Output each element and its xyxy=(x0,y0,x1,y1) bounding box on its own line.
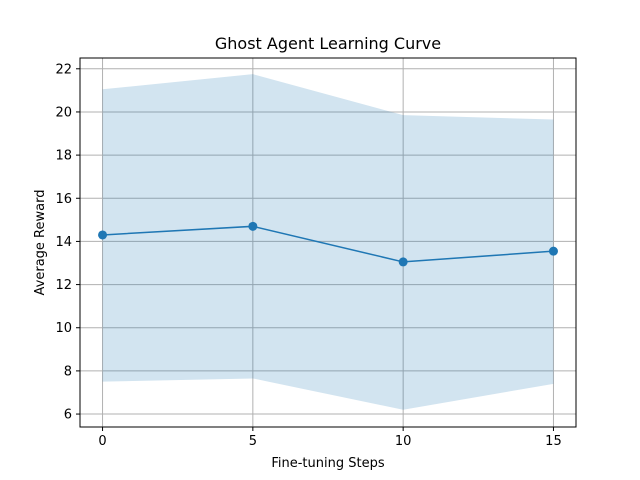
y-tick-label: 20 xyxy=(55,105,72,120)
data-point xyxy=(548,246,558,256)
data-point xyxy=(248,221,258,231)
y-tick-label: 6 xyxy=(64,408,72,423)
data-point xyxy=(98,230,108,240)
x-tick-label: 10 xyxy=(395,434,412,449)
y-tick-label: 12 xyxy=(55,278,72,293)
x-tick-label: 15 xyxy=(545,434,562,449)
series-line xyxy=(102,225,554,263)
x-axis-label: Fine-tuning Steps xyxy=(271,456,384,471)
confidence-band-group xyxy=(102,74,554,410)
x-tick-label: 0 xyxy=(98,434,106,449)
chart-title: Ghost Agent Learning Curve xyxy=(215,34,441,53)
y-axis-ticks: 6 8 10 12 14 16 18 20 22 xyxy=(55,62,80,423)
y-tick-label: 8 xyxy=(64,364,72,379)
y-tick-label: 18 xyxy=(55,149,72,164)
y-tick-label: 14 xyxy=(55,235,72,250)
y-tick-label: 22 xyxy=(55,62,72,77)
series-group xyxy=(98,221,558,267)
confidence-band xyxy=(102,74,554,410)
y-axis-label: Average Reward xyxy=(33,190,48,296)
x-axis-ticks: 0 5 10 15 xyxy=(98,427,562,449)
data-point xyxy=(398,257,408,267)
grid-lines xyxy=(80,58,576,427)
y-tick-label: 10 xyxy=(55,321,72,336)
axes-frame xyxy=(79,57,577,428)
x-tick-label: 5 xyxy=(249,434,257,449)
y-tick-label: 16 xyxy=(55,192,72,207)
